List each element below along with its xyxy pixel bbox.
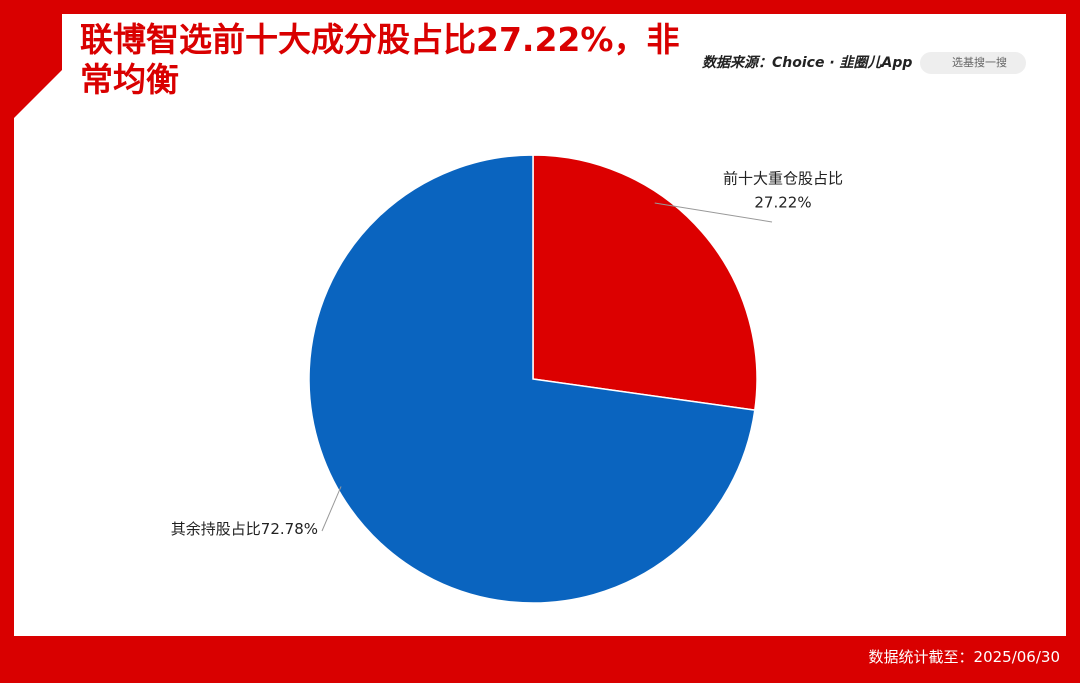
source: 数据来源：Choice · 韭圈儿App	[702, 55, 913, 71]
slice-label-group: 其余持股占比72.78%	[171, 520, 318, 538]
search-box[interactable]: 选基搜一搜	[920, 52, 1026, 74]
pie-slice	[308, 154, 756, 604]
footnote: 数据统计截至：2025/06/30	[868, 648, 1060, 666]
leader-line	[654, 202, 773, 223]
corner-shape	[14, 14, 62, 118]
leader-line	[321, 486, 342, 532]
pie-slice	[532, 154, 758, 411]
slice-label: 前十大重仓股占比	[723, 170, 843, 188]
search-placeholder[interactable]: 选基搜一搜	[952, 56, 1007, 69]
value-label: 72.78%	[261, 520, 318, 538]
chart-title: 联博智选前十大成分股占比27.22%，非常均衡	[80, 20, 680, 99]
value-label: 27.22%	[754, 194, 811, 212]
slice-label: 其余持股占比	[171, 520, 261, 538]
